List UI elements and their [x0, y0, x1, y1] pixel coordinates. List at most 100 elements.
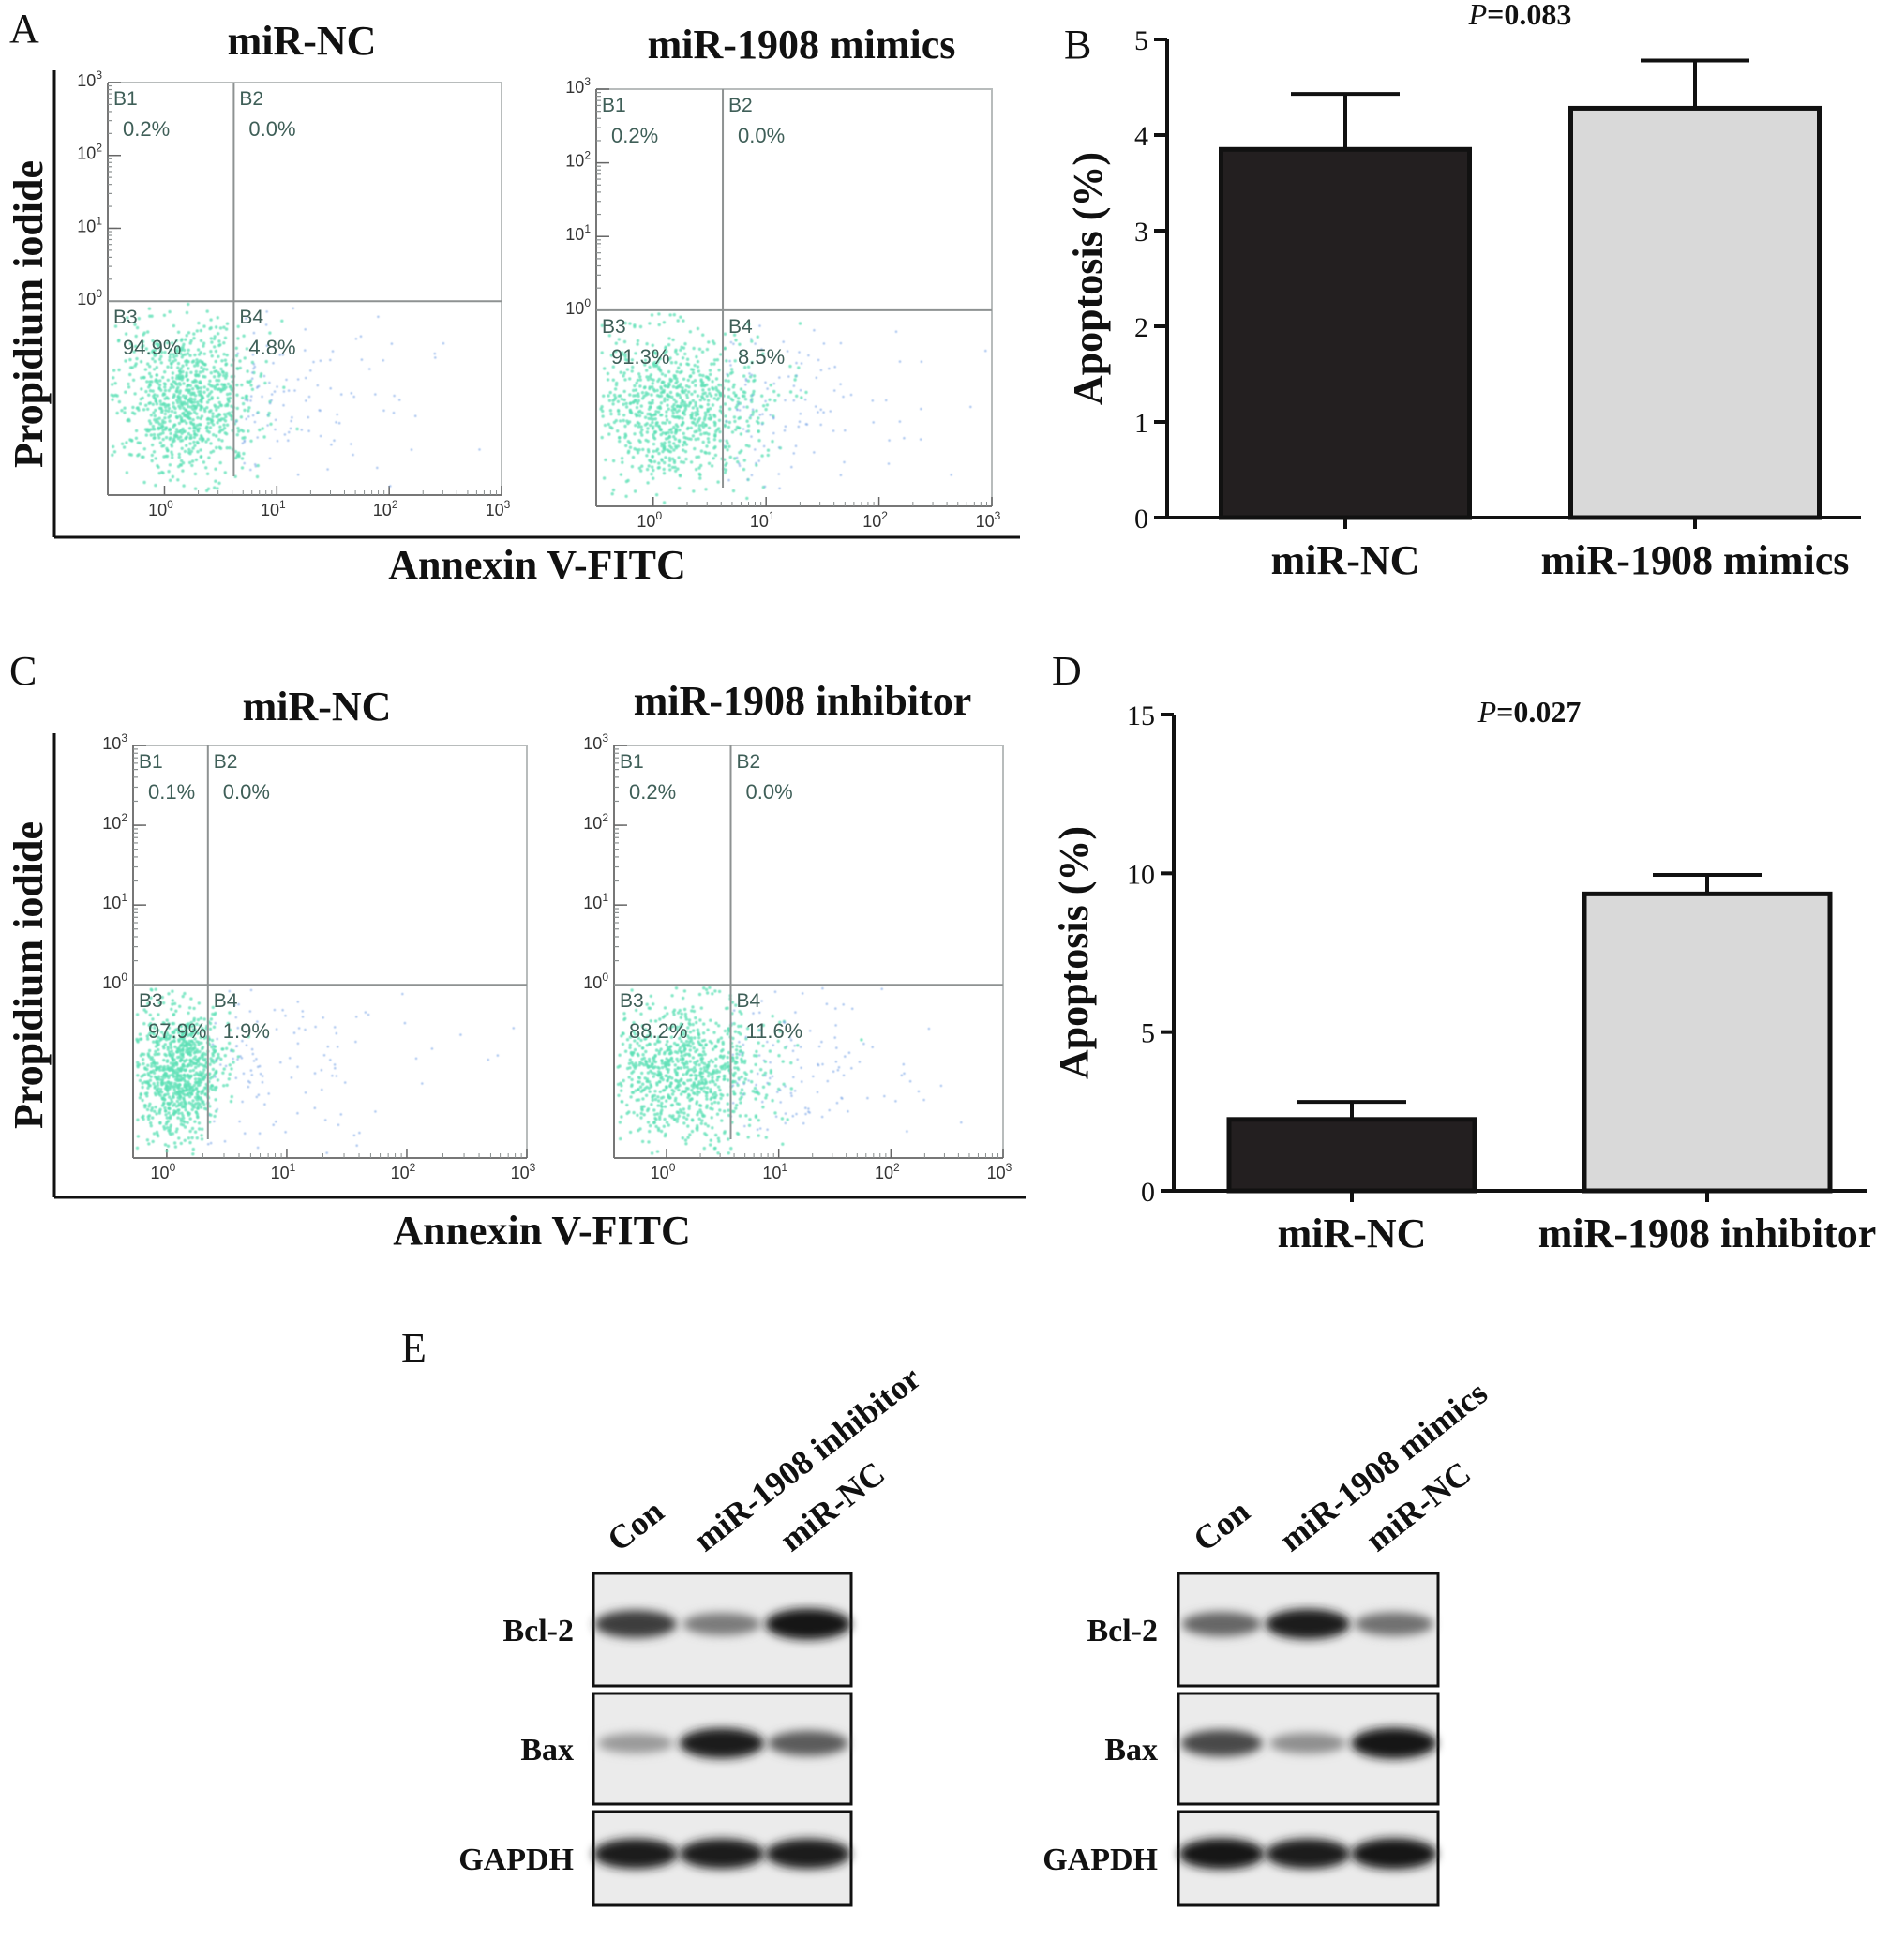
scatter-point	[235, 406, 239, 411]
scatter-point	[128, 357, 132, 362]
scatter-point	[653, 1097, 658, 1102]
scatter-point	[207, 456, 211, 459]
scatter-point	[153, 1023, 157, 1027]
scatter-point	[156, 1052, 159, 1057]
scatter-point	[207, 383, 211, 386]
scatter-point	[149, 996, 153, 1000]
scatter-point	[689, 1036, 694, 1040]
scatter-point	[192, 1061, 196, 1066]
scatter-point	[186, 1042, 189, 1046]
scatter-point-sparse	[837, 1066, 841, 1069]
scatter-point	[178, 1023, 183, 1028]
quadrant-percentage: 0.0%	[248, 117, 295, 141]
scatter-point	[155, 373, 159, 377]
scatter-point	[718, 393, 723, 397]
scatter-point	[207, 410, 212, 414]
scatter-point	[193, 398, 197, 401]
scatter-point	[707, 440, 711, 444]
protein-label: Bcl-2	[1087, 1614, 1158, 1648]
scatter-point	[682, 431, 685, 436]
scatter-point	[675, 353, 680, 356]
scatter-point	[742, 459, 746, 462]
scatter-point-sparse	[318, 409, 322, 412]
scatter-point	[210, 1038, 215, 1043]
scatter-point	[187, 1023, 191, 1027]
scatter-point	[689, 437, 693, 441]
scatter-point	[678, 1025, 682, 1029]
scatter-point-sparse	[757, 459, 760, 462]
scatter-point	[179, 429, 183, 432]
scatter-point	[115, 411, 119, 415]
scatter-point-sparse	[766, 1040, 769, 1044]
scatter-point	[157, 1065, 161, 1070]
scatter-point	[263, 381, 267, 385]
scatter-point	[707, 387, 711, 392]
scatter-point	[712, 1147, 717, 1151]
scatter-point	[212, 1061, 216, 1065]
scatter-point	[620, 1089, 623, 1092]
scatter-point	[694, 1076, 698, 1080]
scatter-point	[236, 324, 240, 328]
scatter-point	[182, 1089, 186, 1093]
scatter-point-sparse	[265, 1036, 268, 1039]
protein-band	[1351, 1838, 1437, 1870]
scatter-point	[167, 415, 171, 419]
scatter-point	[135, 1037, 139, 1042]
scatter-point-sparse	[360, 358, 364, 361]
scatter-point	[711, 1047, 715, 1051]
scatter-point	[196, 415, 200, 420]
scatter-point	[732, 391, 736, 395]
scatter-point	[152, 1082, 156, 1086]
bar	[1582, 891, 1833, 1194]
scatter-point	[160, 470, 164, 474]
scatter-point	[672, 415, 677, 419]
scatter-point	[156, 381, 159, 385]
scatter-point	[677, 366, 681, 369]
scatter-point	[198, 1083, 202, 1087]
scatter-point-sparse	[887, 462, 891, 465]
scatter-point	[186, 1121, 189, 1125]
scatter-point	[230, 417, 233, 421]
scatter-point	[716, 1101, 721, 1105]
scatter-point	[154, 353, 158, 356]
scatter-point	[745, 405, 749, 409]
scatter-point	[182, 1059, 187, 1063]
scatter-point	[190, 459, 195, 463]
x-tick-exponent: 3	[1006, 1161, 1012, 1174]
scatter-point	[699, 1006, 703, 1010]
scatter-point	[206, 437, 210, 442]
scatter-point-sparse	[333, 439, 336, 443]
scatter-point	[709, 372, 712, 377]
scatter-point	[640, 1057, 644, 1061]
scatter-point	[211, 423, 216, 427]
scatter-point	[148, 383, 152, 386]
scatter-point	[142, 1114, 145, 1119]
scatter-point	[734, 1048, 739, 1052]
scatter-point	[700, 1081, 704, 1085]
scatter-point-sparse	[784, 1085, 787, 1088]
scatter-point	[663, 1061, 667, 1066]
scatter-point	[671, 384, 676, 389]
scatter-point	[636, 1041, 639, 1046]
scatter-point-sparse	[743, 1124, 746, 1128]
scatter-point	[184, 436, 187, 441]
scatter-point	[636, 1080, 640, 1084]
scatter-point	[664, 1074, 667, 1078]
scatter-point-sparse	[799, 412, 802, 415]
scatter-point	[198, 1049, 202, 1054]
scatter-point	[209, 337, 213, 340]
scatter-point	[166, 397, 170, 400]
scatter-point	[719, 405, 723, 409]
scatter-point-sparse	[233, 1003, 236, 1007]
scatter-point	[618, 436, 622, 440]
scatter-point-sparse	[825, 1002, 829, 1005]
scatter-point	[696, 1059, 699, 1063]
scatter-point	[130, 366, 134, 369]
scatter-point-sparse	[238, 1120, 241, 1123]
scatter-point	[669, 1045, 673, 1048]
scatter-point-sparse	[304, 349, 307, 352]
scatter-point	[651, 382, 654, 385]
scatter-point-sparse	[257, 1093, 261, 1096]
scatter-point	[187, 399, 190, 403]
scatter-point	[214, 1098, 217, 1102]
